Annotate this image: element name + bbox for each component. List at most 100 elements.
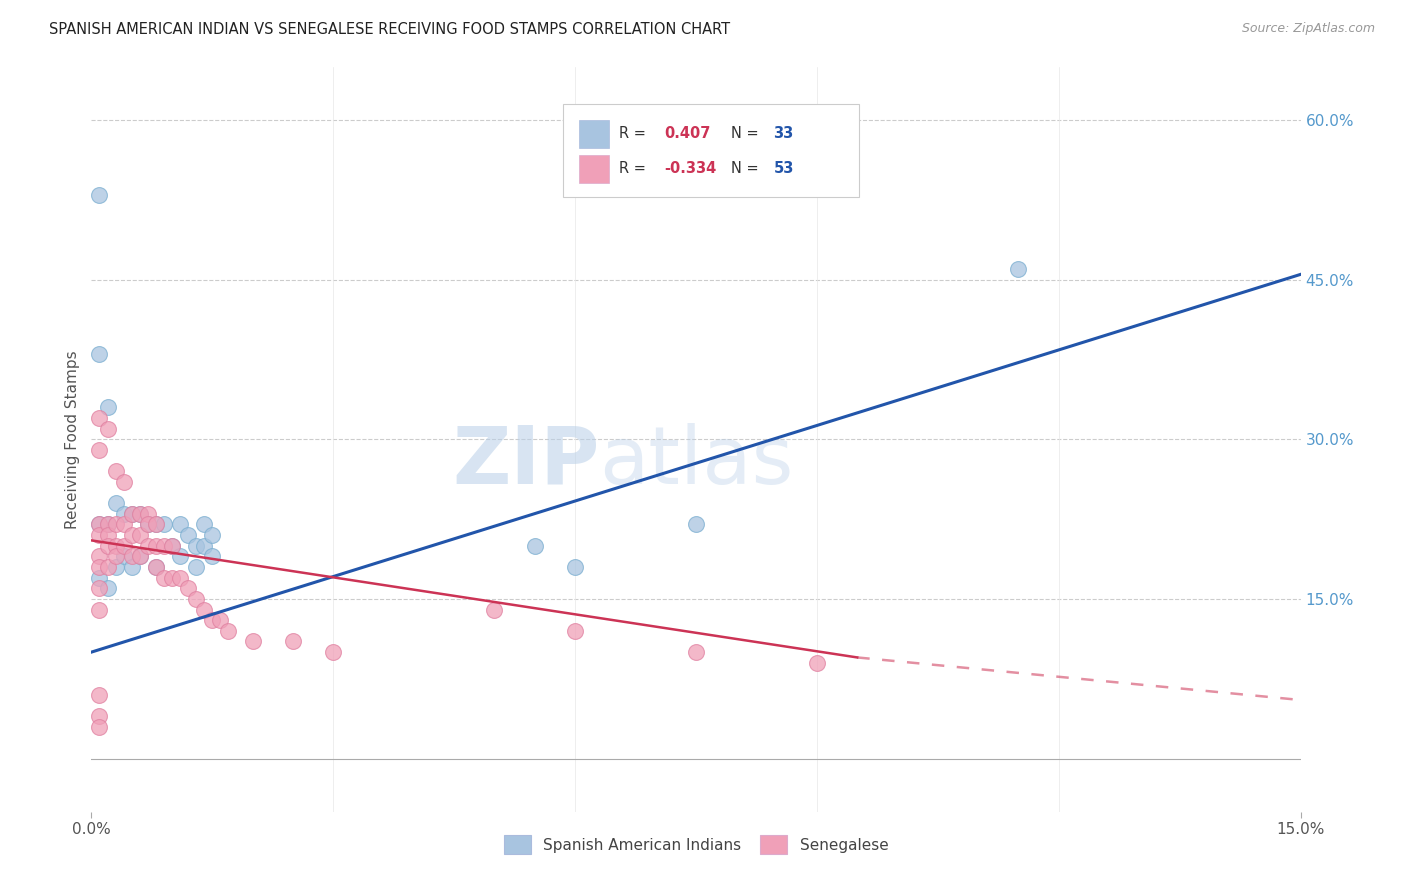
Text: ZIP: ZIP (451, 423, 599, 500)
Text: Source: ZipAtlas.com: Source: ZipAtlas.com (1241, 22, 1375, 36)
Text: R =: R = (619, 127, 650, 142)
Point (201, 549, 224, 564)
Point (89, 517, 111, 532)
Point (104, 517, 127, 532)
Point (96, 582, 118, 596)
Point (281, 634, 304, 648)
Point (136, 517, 159, 532)
Point (242, 634, 264, 648)
Point (160, 539, 183, 553)
Point (112, 539, 135, 553)
Point (89, 688, 111, 702)
Point (153, 517, 176, 532)
Text: SPANISH AMERICAN INDIAN VS SENEGALESE RECEIVING FOOD STAMPS CORRELATION CHART: SPANISH AMERICAN INDIAN VS SENEGALESE RE… (49, 22, 730, 37)
Point (169, 571, 191, 585)
Point (685, 517, 707, 532)
Point (89, 571, 111, 585)
Point (104, 496, 127, 510)
Point (193, 602, 215, 616)
Point (121, 507, 143, 521)
Point (128, 507, 150, 521)
Bar (579, 120, 609, 148)
Point (186, 591, 208, 606)
Point (564, 624, 586, 638)
Point (96, 517, 118, 532)
Point (177, 582, 200, 596)
Text: N =: N = (731, 127, 763, 142)
Text: N =: N = (731, 161, 763, 177)
Point (89, 560, 111, 574)
Point (112, 507, 135, 521)
Point (89, 549, 111, 564)
Text: 53: 53 (773, 161, 794, 177)
Point (322, 645, 344, 659)
Point (104, 560, 127, 574)
Point (96, 560, 118, 574)
Point (169, 549, 191, 564)
Point (145, 517, 167, 532)
Point (128, 549, 150, 564)
Legend: Spanish American Indians, Senegalese: Spanish American Indians, Senegalese (498, 829, 894, 860)
Point (89, 528, 111, 542)
Point (685, 645, 707, 659)
Point (145, 560, 167, 574)
Point (89, 187, 111, 202)
Point (121, 507, 143, 521)
Point (160, 571, 183, 585)
Text: 0.407: 0.407 (665, 127, 711, 142)
Text: atlas: atlas (599, 423, 793, 500)
Text: -0.334: -0.334 (665, 161, 717, 177)
Point (121, 528, 143, 542)
Point (169, 517, 191, 532)
Bar (579, 155, 609, 183)
Point (96, 528, 118, 542)
Point (89, 720, 111, 734)
Point (112, 549, 135, 564)
Text: R =: R = (619, 161, 650, 177)
Point (193, 517, 215, 532)
Point (112, 517, 135, 532)
Y-axis label: Receiving Food Stamps: Receiving Food Stamps (65, 350, 80, 529)
Point (136, 517, 159, 532)
Point (89, 582, 111, 596)
Point (193, 539, 215, 553)
Point (112, 475, 135, 489)
Point (89, 347, 111, 361)
Point (145, 560, 167, 574)
Point (153, 571, 176, 585)
Point (96, 539, 118, 553)
Point (484, 602, 506, 616)
Point (89, 602, 111, 616)
Point (89, 411, 111, 425)
Text: 33: 33 (773, 127, 793, 142)
Point (145, 517, 167, 532)
Point (153, 539, 176, 553)
Point (128, 507, 150, 521)
Point (136, 539, 159, 553)
Point (104, 539, 127, 553)
Point (96, 422, 118, 436)
Point (121, 560, 143, 574)
Point (128, 528, 150, 542)
Point (104, 464, 127, 478)
Point (177, 528, 200, 542)
Point (89, 517, 111, 532)
Point (104, 549, 127, 564)
Point (96, 401, 118, 415)
FancyBboxPatch shape (562, 104, 859, 197)
Point (186, 560, 208, 574)
Point (160, 539, 183, 553)
Point (564, 560, 586, 574)
Point (145, 539, 167, 553)
Point (136, 507, 159, 521)
Point (96, 517, 118, 532)
Point (806, 656, 828, 670)
Point (209, 613, 232, 627)
Point (186, 539, 208, 553)
Point (128, 549, 150, 564)
Point (217, 624, 239, 638)
Point (121, 549, 143, 564)
Point (89, 442, 111, 457)
Point (201, 613, 224, 627)
Point (201, 528, 224, 542)
